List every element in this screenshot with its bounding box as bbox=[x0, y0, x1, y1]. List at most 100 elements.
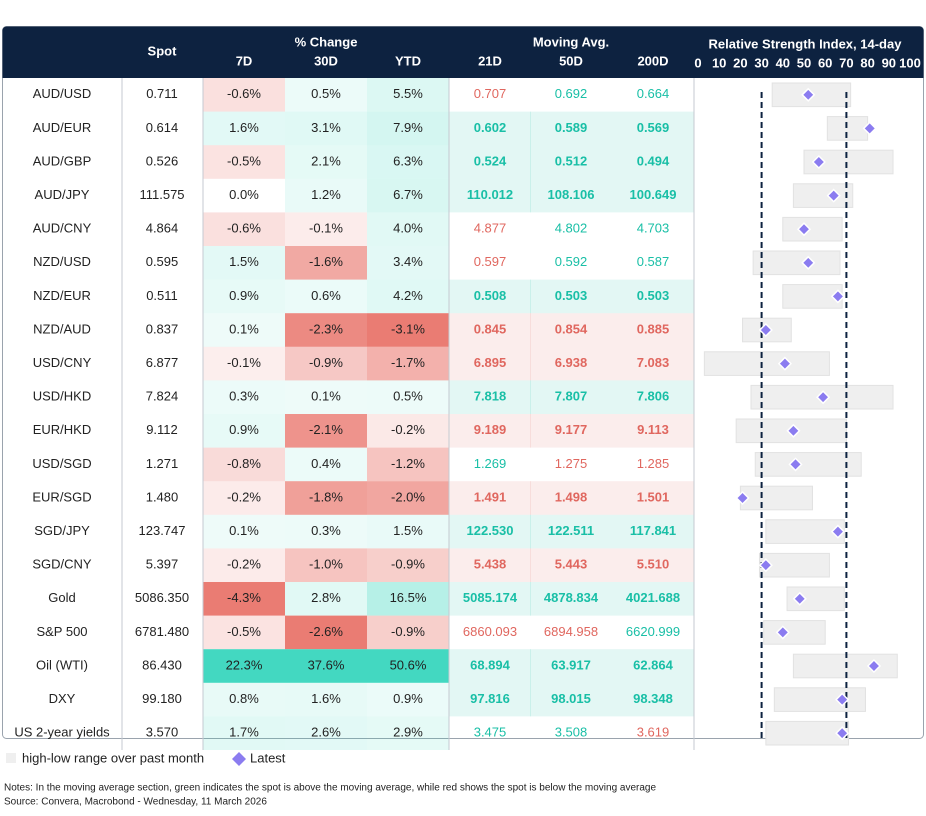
ma-cell bbox=[530, 514, 612, 549]
ma-value: 0.587 bbox=[637, 254, 670, 269]
pct-value: 5.5% bbox=[393, 86, 423, 101]
rsi-latest bbox=[830, 524, 845, 539]
rsi-latest bbox=[801, 87, 816, 102]
pct-cell bbox=[367, 481, 449, 515]
pct-value: -0.6% bbox=[227, 221, 261, 236]
ma-value: 4878.834 bbox=[544, 590, 599, 605]
pct-value: 0.1% bbox=[229, 523, 259, 538]
ma-value: 0.854 bbox=[555, 321, 588, 336]
row-name: USD/HKD bbox=[33, 389, 92, 404]
ma-value: 97.816 bbox=[470, 691, 510, 706]
ma-cell bbox=[449, 178, 531, 213]
pct-cell bbox=[203, 716, 285, 750]
ma-value: 62.864 bbox=[633, 657, 674, 672]
spot-value: 6.877 bbox=[146, 355, 179, 370]
pct-value: 16.5% bbox=[390, 590, 427, 605]
header-rsi: Relative Strength Index, 14-day bbox=[709, 36, 903, 51]
pct-cell bbox=[285, 380, 367, 414]
row-name: AUD/JPY bbox=[35, 187, 90, 202]
ma-value: 0.597 bbox=[474, 254, 507, 269]
ma-cell bbox=[449, 380, 531, 414]
header-band bbox=[2, 26, 924, 78]
pct-value: 2.1% bbox=[311, 153, 341, 168]
spot-value: 0.711 bbox=[146, 86, 178, 101]
ma-cell bbox=[530, 178, 612, 213]
ma-value: 4.877 bbox=[474, 221, 507, 236]
ma-cell bbox=[530, 346, 612, 381]
spot-value: 0.511 bbox=[146, 288, 178, 303]
ma-value: 0.503 bbox=[637, 288, 670, 303]
ma-cell bbox=[530, 313, 612, 347]
rsi-latest bbox=[835, 726, 850, 741]
pct-cell bbox=[203, 514, 285, 549]
ma-value: 9.113 bbox=[637, 422, 669, 437]
spot-value: 111.575 bbox=[139, 187, 184, 202]
pct-cell bbox=[285, 481, 367, 515]
rsi-range bbox=[703, 351, 830, 376]
pct-cell bbox=[285, 212, 367, 246]
ma-value: 1.285 bbox=[637, 456, 670, 471]
ma-cell bbox=[612, 313, 694, 347]
pct-cell bbox=[203, 682, 285, 717]
pct-value: -1.7% bbox=[391, 355, 425, 370]
ma-value: 7.807 bbox=[555, 389, 588, 404]
ma-value: 3.475 bbox=[474, 725, 507, 740]
spot-value: 86.430 bbox=[142, 657, 182, 672]
ma-value: 0.692 bbox=[555, 86, 588, 101]
pct-cell bbox=[367, 313, 449, 347]
pct-value: 0.9% bbox=[393, 691, 423, 706]
rsi-tick-label: 80 bbox=[860, 55, 874, 70]
rsi-latest bbox=[786, 423, 801, 438]
row-name: SGD/JPY bbox=[34, 523, 90, 538]
pct-value: -0.8% bbox=[227, 456, 261, 471]
pct-value: -0.6% bbox=[227, 86, 261, 101]
header-col: 50D bbox=[559, 53, 583, 68]
rsi-latest bbox=[735, 490, 750, 506]
ma-value: 1.275 bbox=[555, 456, 588, 471]
pct-value: -4.3% bbox=[227, 590, 261, 605]
ma-cell bbox=[612, 481, 694, 515]
pct-value: 22.3% bbox=[226, 657, 263, 672]
header-col: 7D bbox=[236, 53, 253, 68]
ma-value: 122.511 bbox=[548, 523, 594, 538]
header-ma: Moving Avg. bbox=[533, 34, 609, 49]
ma-cell bbox=[449, 481, 531, 515]
pct-value: -1.0% bbox=[309, 557, 343, 572]
rsi-latest bbox=[792, 591, 807, 606]
pct-cell bbox=[203, 582, 285, 616]
pct-value: 0.3% bbox=[229, 389, 259, 404]
ma-cell bbox=[449, 514, 531, 549]
ma-cell bbox=[449, 111, 531, 146]
pct-cell bbox=[285, 615, 367, 650]
pct-cell bbox=[367, 346, 449, 381]
ma-value: 1.498 bbox=[555, 489, 588, 504]
pct-cell bbox=[367, 246, 449, 280]
pct-cell bbox=[203, 346, 285, 381]
ma-value: 3.619 bbox=[637, 725, 670, 740]
spot-value: 9.112 bbox=[146, 422, 178, 437]
spot-value: 7.824 bbox=[146, 389, 179, 404]
pct-cell bbox=[203, 615, 285, 650]
pct-cell bbox=[367, 279, 449, 314]
pct-cell bbox=[367, 548, 449, 582]
pct-value: 2.9% bbox=[393, 725, 423, 740]
pct-cell bbox=[285, 346, 367, 381]
rsi-tick-label: 70 bbox=[839, 55, 853, 70]
pct-cell bbox=[285, 111, 367, 146]
ma-value: 0.569 bbox=[637, 120, 670, 135]
pct-cell bbox=[203, 447, 285, 482]
pct-cell bbox=[367, 212, 449, 246]
pct-cell bbox=[367, 582, 449, 616]
ma-value: 0.589 bbox=[555, 120, 588, 135]
pct-value: -0.5% bbox=[227, 153, 261, 168]
ma-cell bbox=[530, 582, 612, 616]
rsi-tick-label: 0 bbox=[694, 55, 701, 70]
pct-cell bbox=[203, 414, 285, 448]
spot-value: 0.526 bbox=[146, 153, 179, 168]
ma-value: 0.503 bbox=[555, 288, 588, 303]
pct-value: 4.0% bbox=[393, 221, 423, 236]
row-name: NZD/USD bbox=[33, 254, 91, 269]
ma-cell bbox=[612, 279, 694, 314]
pct-value: 0.3% bbox=[311, 523, 341, 538]
pct-value: 4.2% bbox=[393, 288, 423, 303]
